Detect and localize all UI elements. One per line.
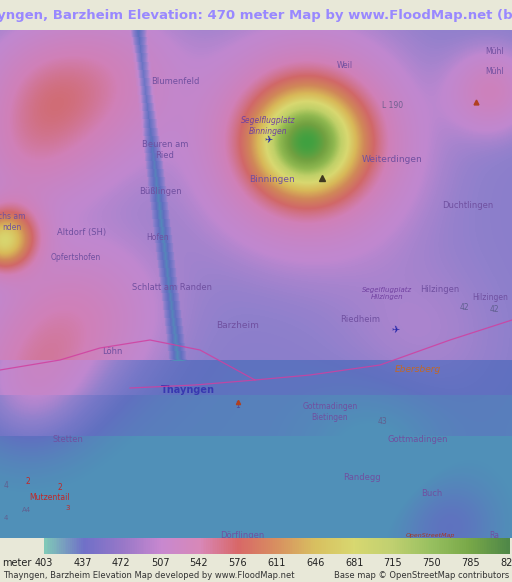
Text: 4: 4 (4, 481, 8, 491)
Text: Hofen: Hofen (146, 233, 169, 243)
Text: A4: A4 (22, 507, 31, 513)
Text: Base map © OpenStreetMap contributors: Base map © OpenStreetMap contributors (334, 570, 509, 580)
Text: 820: 820 (500, 558, 512, 568)
Text: 42: 42 (459, 303, 469, 313)
Text: 43: 43 (377, 417, 387, 427)
Text: 542: 542 (189, 558, 208, 568)
Text: Barzheim: Barzheim (217, 321, 260, 329)
Text: Altdorf (SH): Altdorf (SH) (57, 228, 106, 236)
Text: Thayngen: Thayngen (161, 385, 215, 395)
Text: Weiterdingen: Weiterdingen (361, 155, 422, 165)
Text: Rauhenberg: Rauhenberg (356, 553, 408, 562)
Text: Gottmadingen
Bietingen: Gottmadingen Bietingen (303, 402, 357, 422)
Text: Stetten: Stetten (53, 435, 83, 445)
Text: Ra: Ra (489, 531, 499, 540)
Text: 1: 1 (236, 400, 240, 410)
Text: L 190: L 190 (382, 101, 403, 109)
Text: Ebersberg: Ebersberg (395, 365, 441, 374)
Text: 2: 2 (26, 477, 30, 487)
Text: Löhn: Löhn (102, 347, 122, 357)
Text: Blumenfeld: Blumenfeld (151, 77, 199, 87)
Text: Duchtlingen: Duchtlingen (442, 201, 494, 210)
Text: Segelflugplatz
Hilzingen: Segelflugplatz Hilzingen (362, 286, 412, 300)
Text: 437: 437 (73, 558, 92, 568)
Text: 42: 42 (489, 306, 499, 314)
Text: Hilzingen: Hilzingen (472, 293, 508, 303)
Text: 403: 403 (34, 558, 53, 568)
Text: ✈: ✈ (391, 325, 399, 335)
Text: 785: 785 (461, 558, 480, 568)
Text: Opfertshofen: Opfertshofen (51, 254, 101, 262)
Text: 4: 4 (4, 515, 8, 521)
Text: chs am
nden: chs am nden (0, 212, 26, 232)
Text: 681: 681 (345, 558, 364, 568)
Text: Dörflingen: Dörflingen (220, 531, 264, 540)
Text: Weil: Weil (337, 61, 353, 69)
Text: 576: 576 (228, 558, 247, 568)
Text: meter: meter (3, 558, 32, 568)
Text: OpenStreetMap: OpenStreetMap (406, 533, 455, 538)
Text: 611: 611 (267, 558, 286, 568)
Text: Binningen: Binningen (249, 176, 295, 184)
Text: 2: 2 (58, 484, 62, 492)
Text: Büßlingen: Büßlingen (139, 187, 181, 197)
Text: Segelflugplatz
Binningen: Segelflugplatz Binningen (241, 116, 295, 136)
Text: ✈: ✈ (264, 135, 272, 145)
Text: Thayngen, Barzheim Elevation Map developed by www.FloodMap.net: Thayngen, Barzheim Elevation Map develop… (3, 570, 294, 580)
Text: Mutzentail: Mutzentail (30, 494, 70, 502)
Text: Mühl: Mühl (486, 48, 504, 56)
Text: Schlatt am Randen: Schlatt am Randen (132, 283, 212, 293)
Text: Riedheim: Riedheim (340, 315, 380, 325)
Text: 750: 750 (422, 558, 441, 568)
Text: 715: 715 (383, 558, 402, 568)
Text: 507: 507 (151, 558, 169, 568)
Text: Thayngen, Barzheim Elevation: 470 meter Map by www.FloodMap.net (beta): Thayngen, Barzheim Elevation: 470 meter … (0, 9, 512, 22)
Text: Hilzingen: Hilzingen (420, 286, 460, 294)
Text: Gottmadingen: Gottmadingen (388, 435, 448, 445)
Text: 646: 646 (306, 558, 325, 568)
Text: Beuren am
Ried: Beuren am Ried (142, 140, 188, 159)
Text: 3: 3 (66, 505, 70, 511)
Text: Randegg: Randegg (343, 474, 381, 482)
Text: 472: 472 (112, 558, 131, 568)
Text: Mühl: Mühl (486, 68, 504, 76)
Text: Buch: Buch (421, 489, 443, 499)
